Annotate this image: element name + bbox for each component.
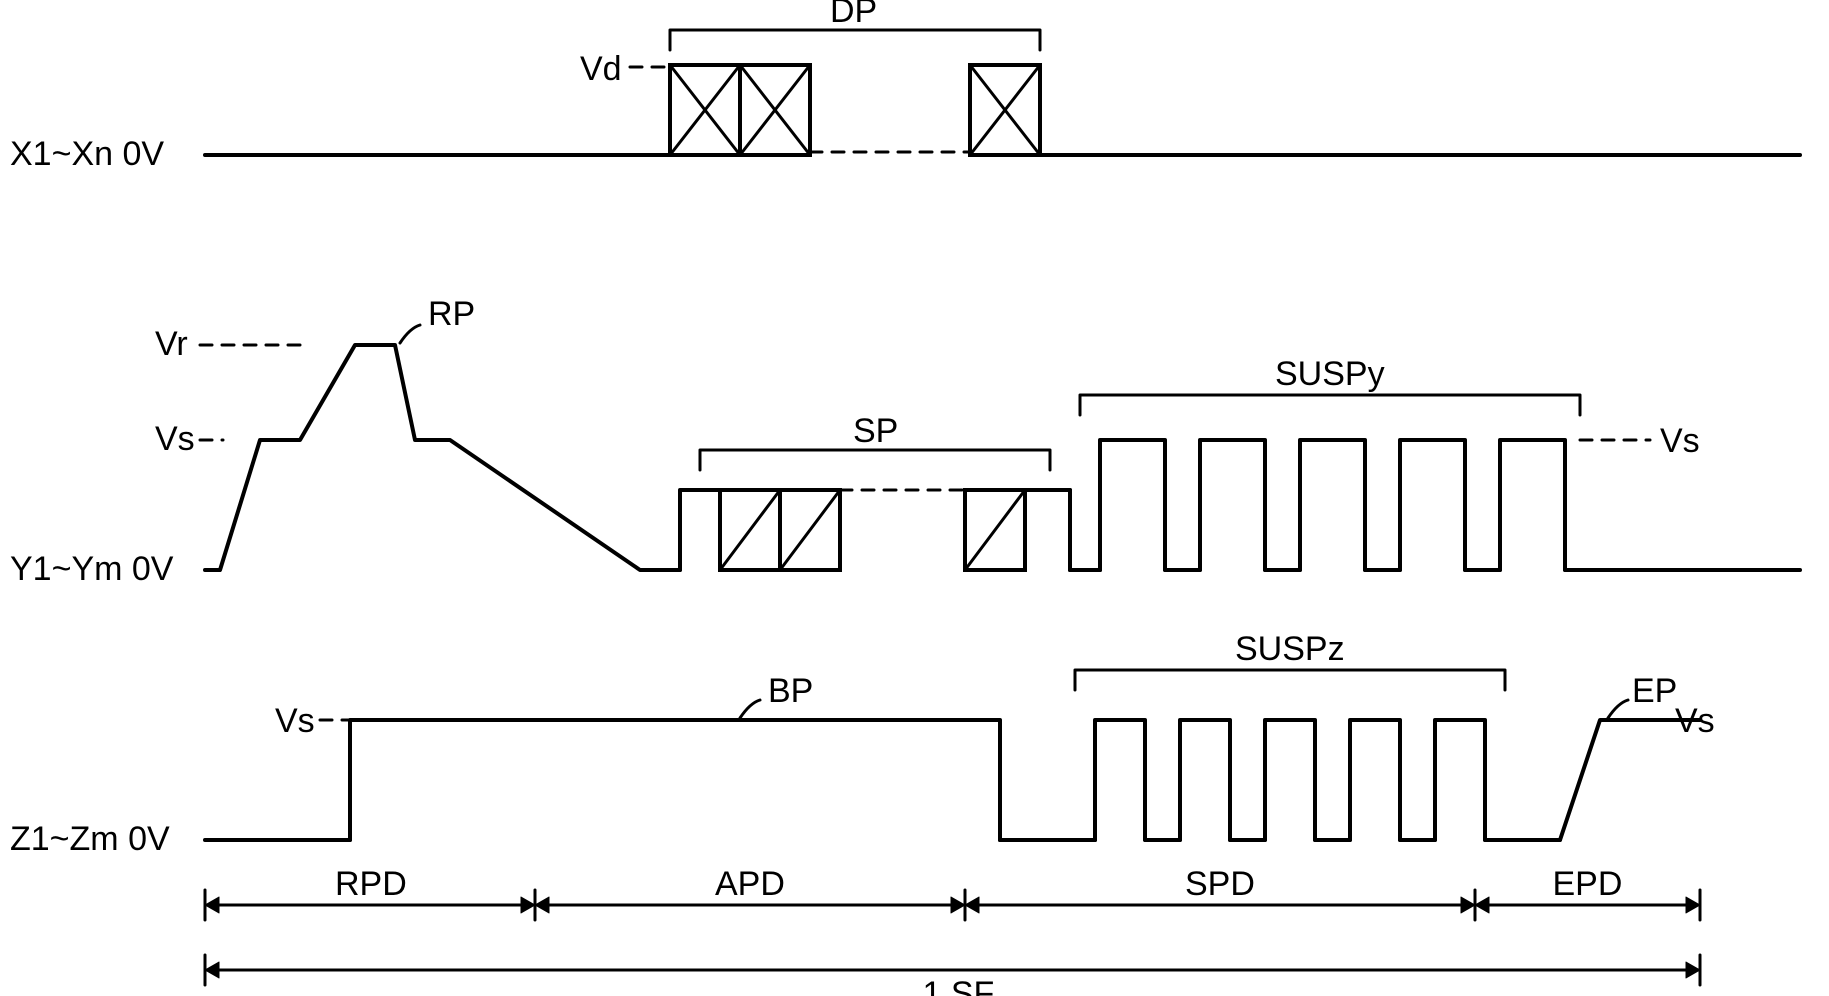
- svg-text:EP: EP: [1632, 672, 1677, 710]
- svg-text:RP: RP: [428, 295, 475, 333]
- svg-text:Vs: Vs: [275, 702, 315, 740]
- svg-text:SP: SP: [853, 412, 898, 450]
- svg-text:SUSPz: SUSPz: [1235, 630, 1345, 668]
- timing-diagram: X1~Xn 0V Vd DP Y1~Ym 0V Vr Vs RP SP SUSPy Vs Z1~Zm…: [0, 0, 1829, 996]
- svg-text:Vs: Vs: [1675, 702, 1715, 740]
- svg-text:DP: DP: [830, 0, 877, 30]
- svg-text:1 SF: 1 SF: [923, 975, 995, 996]
- svg-text:EPD: EPD: [1553, 865, 1623, 903]
- svg-text:Vr: Vr: [155, 325, 188, 363]
- row-x-label: X1~Xn 0V: [10, 135, 164, 173]
- row-z-label: Z1~Zm 0V: [10, 820, 170, 858]
- svg-text:Vs: Vs: [1660, 422, 1700, 460]
- svg-text:APD: APD: [715, 865, 785, 903]
- svg-text:Vs: Vs: [155, 420, 195, 458]
- svg-text:RPD: RPD: [335, 865, 407, 903]
- svg-text:SPD: SPD: [1185, 865, 1255, 903]
- row-y-label: Y1~Ym 0V: [10, 550, 174, 588]
- svg-text:SUSPy: SUSPy: [1275, 355, 1385, 393]
- svg-text:BP: BP: [768, 672, 813, 710]
- svg-text:Vd: Vd: [580, 50, 622, 88]
